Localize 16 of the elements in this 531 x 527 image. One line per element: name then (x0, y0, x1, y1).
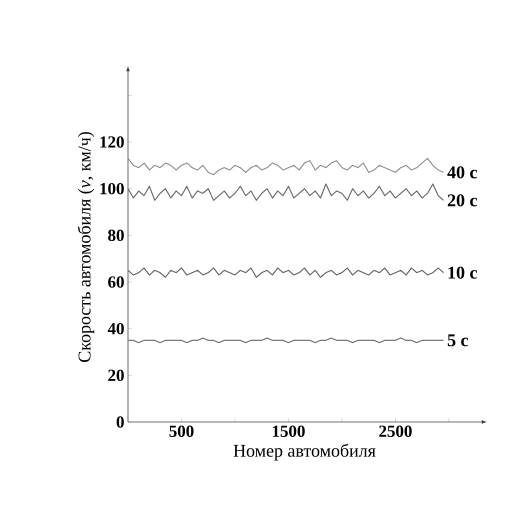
x-axis-title: Номер автомобиля (234, 444, 376, 460)
y-tick-label: 120 (100, 136, 124, 148)
y-tick-label: 20 (108, 370, 124, 382)
y-tick-label: 80 (108, 230, 124, 242)
series-label: 40 с (447, 166, 478, 178)
series-label: 5 с (448, 334, 468, 346)
y-tick-label: 0 (116, 416, 124, 428)
series-label: 10 с (448, 266, 478, 279)
y-tick-label: 100 (100, 182, 124, 194)
x-tick-label: 2500 (379, 426, 412, 437)
x-tick-label: 1500 (272, 426, 305, 437)
y-axis-title: Скорость автомобиля (v, км/ч) (78, 132, 94, 362)
y-tick-label: 40 (108, 322, 124, 334)
y-tick-label: 60 (108, 276, 124, 288)
x-tick-label: 500 (169, 426, 194, 437)
series-label: 20 с (448, 194, 478, 206)
